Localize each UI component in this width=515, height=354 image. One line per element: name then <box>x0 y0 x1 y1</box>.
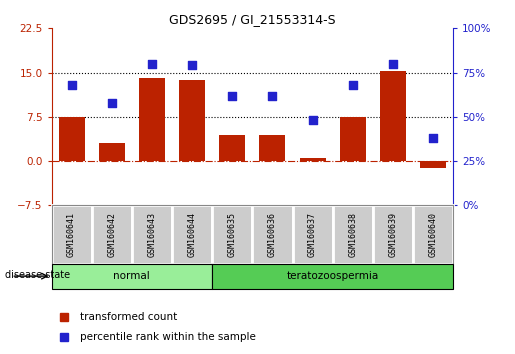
Title: GDS2695 / GI_21553314-S: GDS2695 / GI_21553314-S <box>169 13 336 26</box>
Text: normal: normal <box>113 271 150 281</box>
Text: teratozoospermia: teratozoospermia <box>286 271 379 281</box>
Text: GSM160638: GSM160638 <box>348 212 357 257</box>
Point <box>188 63 196 68</box>
Point <box>67 82 76 88</box>
Text: GSM160636: GSM160636 <box>268 212 277 257</box>
Bar <box>300 158 325 161</box>
Bar <box>179 80 205 161</box>
Bar <box>132 205 172 264</box>
Point <box>308 118 317 123</box>
Bar <box>172 205 212 264</box>
Bar <box>212 205 252 264</box>
Bar <box>139 79 165 161</box>
Bar <box>252 205 293 264</box>
Text: GSM160642: GSM160642 <box>107 212 116 257</box>
Point <box>389 61 397 67</box>
Bar <box>260 135 285 161</box>
Bar <box>420 161 446 168</box>
Text: GSM160637: GSM160637 <box>308 212 317 257</box>
Bar <box>340 117 366 161</box>
Point <box>349 82 357 88</box>
Text: disease state: disease state <box>5 270 70 280</box>
Point <box>228 93 236 98</box>
Text: GSM160635: GSM160635 <box>228 212 237 257</box>
Bar <box>413 205 453 264</box>
Bar <box>212 264 453 289</box>
Text: GSM160644: GSM160644 <box>187 212 197 257</box>
Text: percentile rank within the sample: percentile rank within the sample <box>80 332 255 342</box>
Text: transformed count: transformed count <box>80 312 177 322</box>
Point <box>108 100 116 105</box>
Bar <box>373 205 413 264</box>
Bar <box>59 117 84 161</box>
Point <box>148 61 156 67</box>
Bar <box>99 143 125 161</box>
Text: GSM160639: GSM160639 <box>388 212 398 257</box>
Bar <box>380 72 406 161</box>
Point <box>429 135 437 141</box>
Text: GSM160643: GSM160643 <box>147 212 157 257</box>
Text: GSM160641: GSM160641 <box>67 212 76 257</box>
Bar <box>293 205 333 264</box>
Bar <box>333 205 373 264</box>
Bar <box>52 205 92 264</box>
Point <box>268 93 277 98</box>
Bar <box>219 135 245 161</box>
Bar <box>52 264 212 289</box>
Text: GSM160640: GSM160640 <box>428 212 438 257</box>
Bar <box>92 205 132 264</box>
